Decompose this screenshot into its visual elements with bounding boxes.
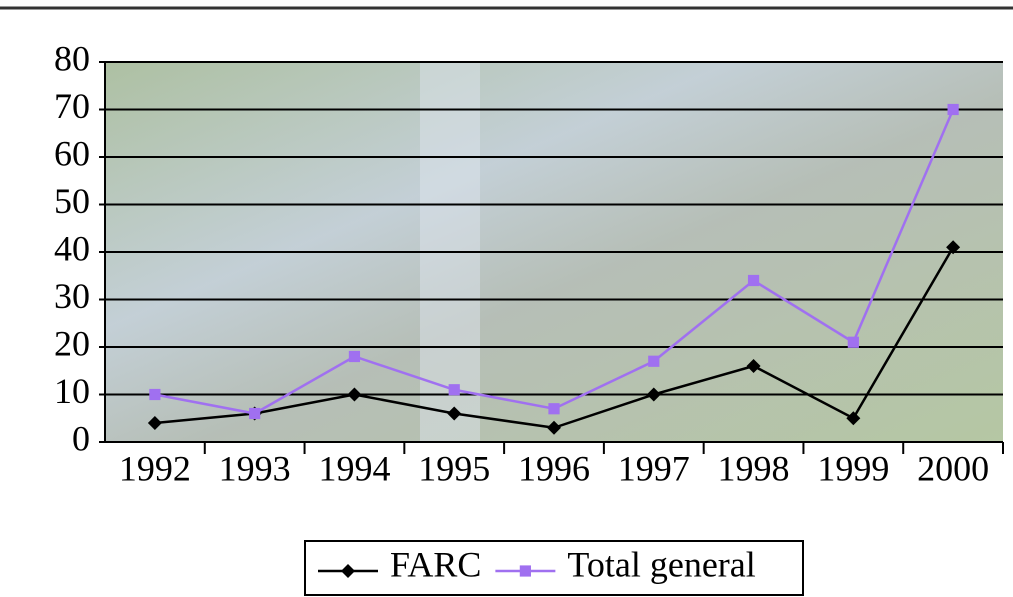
data-point	[847, 336, 859, 348]
data-point	[747, 274, 760, 287]
legend-label: Total general	[567, 544, 755, 584]
data-point	[547, 420, 561, 435]
x-tick-label: 2000	[917, 448, 989, 488]
x-tick-label: 1994	[318, 448, 390, 488]
y-tick-label: 50	[54, 181, 90, 221]
x-tick-label: 1997	[618, 448, 690, 488]
legend-box	[304, 540, 804, 596]
x-tick-label: 1996	[518, 448, 590, 488]
data-point	[448, 384, 460, 396]
data-point	[648, 355, 660, 367]
x-tick-label: 1993	[219, 448, 291, 488]
legend-marker	[341, 564, 355, 578]
x-tick-label: 1999	[817, 448, 889, 488]
data-point	[447, 406, 462, 421]
data-point	[947, 103, 959, 116]
data-point	[746, 359, 761, 373]
data-point	[646, 387, 661, 402]
y-tick-label: 30	[54, 276, 90, 316]
data-point	[548, 403, 560, 415]
data-point	[946, 240, 961, 255]
y-tick-label: 70	[54, 86, 90, 126]
legend-marker	[519, 565, 531, 577]
y-tick-label: 20	[54, 323, 90, 363]
y-tick-label: 80	[54, 38, 90, 78]
y-tick-label: 0	[72, 418, 90, 458]
y-tick-label: 40	[54, 228, 90, 268]
data-point	[147, 416, 162, 430]
data-point	[149, 388, 161, 401]
x-tick-label: 1995	[418, 448, 490, 488]
x-tick-label: 1992	[119, 448, 191, 488]
x-tick-label: 1998	[718, 448, 790, 488]
y-tick-label: 10	[54, 371, 90, 411]
legend-label: FARC	[390, 544, 481, 584]
data-point	[347, 387, 362, 402]
data-point	[846, 411, 861, 426]
data-point	[249, 407, 261, 420]
y-tick-label: 60	[54, 133, 90, 173]
data-point	[348, 350, 361, 363]
